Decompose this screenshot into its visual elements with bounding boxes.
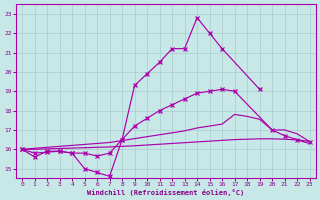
X-axis label: Windchill (Refroidissement éolien,°C): Windchill (Refroidissement éolien,°C) — [87, 189, 244, 196]
